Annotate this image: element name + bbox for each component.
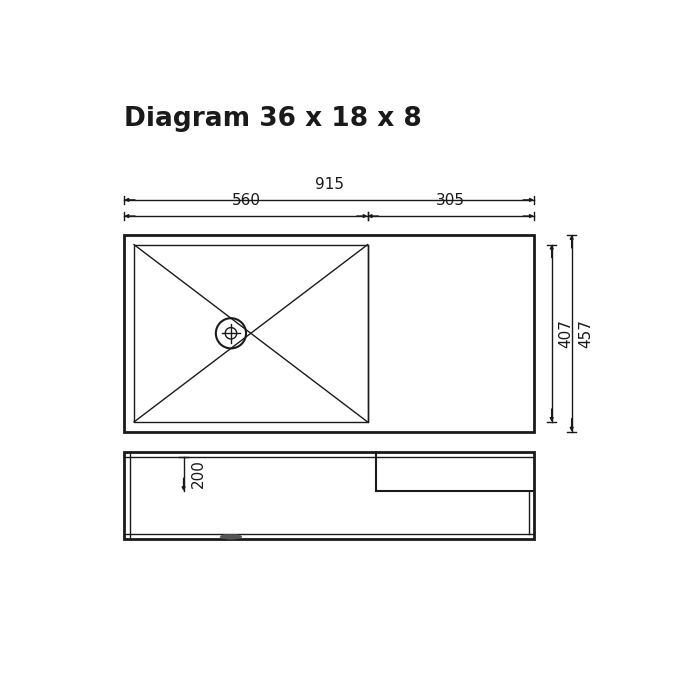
Bar [134,244,368,422]
Text: Diagram 36 x 18 x 8: Diagram 36 x 18 x 8 [125,106,422,132]
Bar [125,452,534,540]
Bar [125,235,534,432]
Ellipse shape [220,534,241,539]
Text: 915: 915 [314,177,344,192]
Text: 457: 457 [578,319,593,348]
Text: 305: 305 [436,193,466,208]
Text: 560: 560 [232,193,260,208]
Text: 407: 407 [558,319,573,348]
Text: 200: 200 [190,460,206,489]
